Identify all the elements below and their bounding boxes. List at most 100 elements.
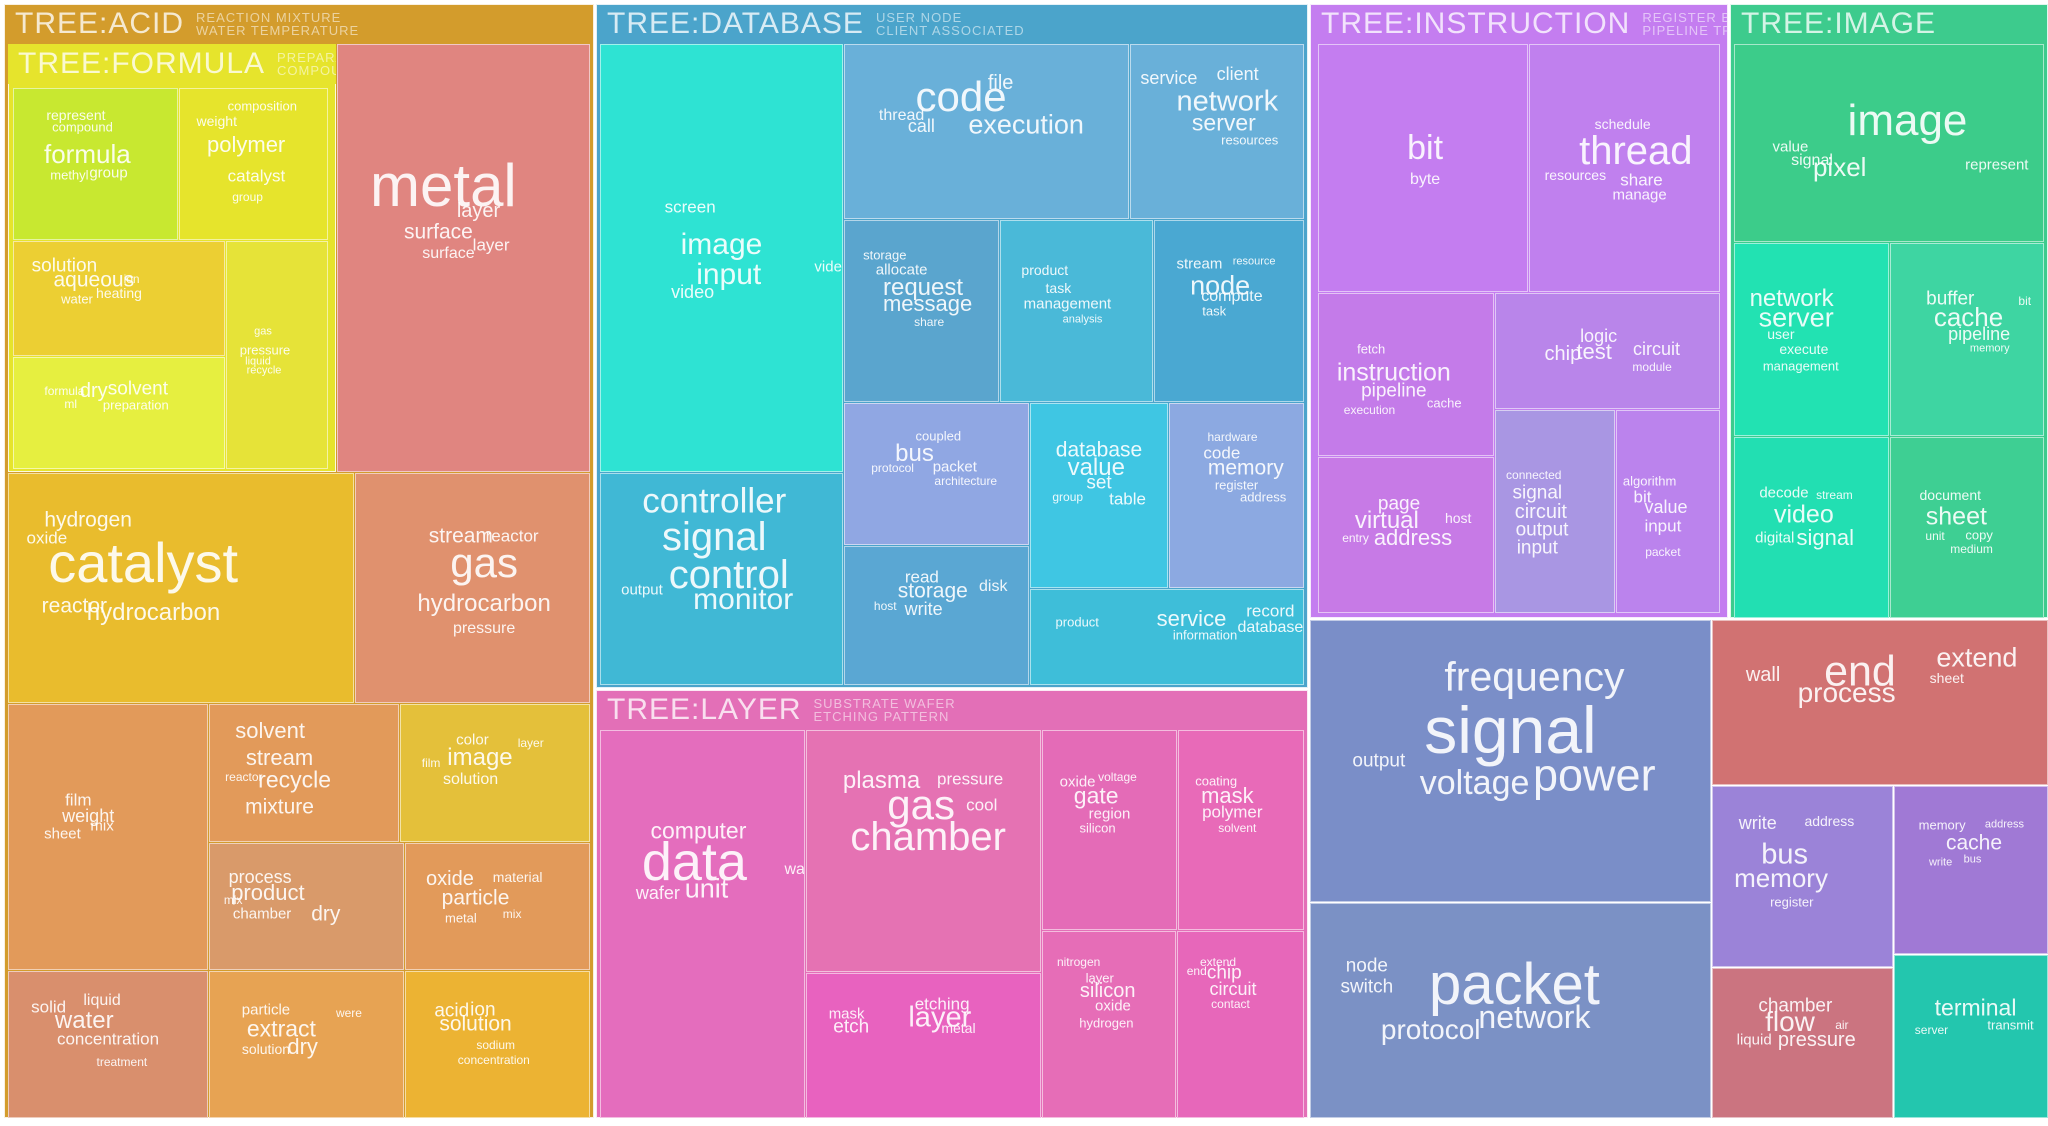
word-sheet: sheet (1925, 502, 1987, 531)
treemap-cell-signal-ins[interactable]: connected signal circuit output input (1495, 410, 1615, 613)
treemap-cell-service[interactable]: record product service database information (1030, 589, 1304, 685)
word-end: end (1186, 963, 1207, 978)
treemap-cell-solvent[interactable]: formula dry solvent ml preparation (13, 357, 225, 469)
word-output: output (1515, 519, 1569, 541)
word-signal: signal (1791, 151, 1833, 169)
word-aqueous: aqueous (53, 268, 135, 292)
word-memory: memory (1969, 342, 2010, 355)
word-product: product (1021, 261, 1069, 278)
word-storage: storage (863, 247, 907, 263)
word-chamber: chamber (1758, 995, 1833, 1017)
treemap-cell-extract[interactable]: particle were extract solution dry (209, 971, 404, 1118)
word-nitrogen: nitrogen (1056, 954, 1101, 969)
word-acid: acid (434, 1000, 470, 1022)
word-signal: signal (1512, 482, 1563, 504)
treemap-cell-layer[interactable]: etching mask etch layer metal (806, 973, 1041, 1118)
treemap-cell-image[interactable]: image value signal pixel represent (1734, 44, 2044, 242)
word-analysis: analysis (1062, 313, 1103, 326)
treemap-cell-product[interactable]: process product mix chamber dry (209, 843, 404, 970)
word-preparation: preparation (102, 397, 169, 413)
word-solution: solution (241, 1040, 291, 1057)
treemap-cell-cache2[interactable]: memory address cache write bus (1894, 786, 2048, 954)
treemap-cell-film[interactable]: film weight sheet mix (8, 704, 208, 970)
treemap-cell-network[interactable]: service client network server resources (1130, 44, 1304, 219)
treemap-cell-image-acid[interactable]: color layer film image solution (400, 704, 590, 842)
word-hardware: hardware (1207, 429, 1258, 444)
group-keyword: SUBSTRATE WAFER (813, 696, 956, 711)
treemap-cell-request[interactable]: storage allocate request message share (844, 220, 999, 402)
treemap-cell-aqueous[interactable]: solution aqueous ion water heating (13, 241, 225, 356)
treemap-cell-gas-small[interactable]: gas pressure liquid recycle (226, 241, 328, 469)
word-allocate: allocate (875, 261, 928, 279)
treemap-cell-thread[interactable]: schedule thread resources share manage (1529, 44, 1720, 292)
word-client: client (1216, 64, 1259, 85)
word-computer: computer (650, 817, 747, 844)
word-solvent: solvent (235, 717, 306, 743)
treemap-cell-bus-mem[interactable]: write address bus memory register (1712, 786, 1893, 967)
treemap-cell-instruction[interactable]: fetch instruction pipeline execution cache (1318, 293, 1494, 456)
word-oxide: oxide (26, 528, 68, 548)
treemap-cell-flow[interactable]: chamber flow air liquid pressure (1712, 968, 1893, 1118)
treemap-cell-node[interactable]: stream resource node compute task (1154, 220, 1304, 402)
treemap-cell-sheet[interactable]: document sheet unit copy medium (1890, 437, 2044, 618)
treemap-cell-recycle[interactable]: solvent stream reactor recycle mixture (209, 704, 399, 842)
word-polymer: polymer (207, 131, 286, 157)
treemap-cell-gate[interactable]: oxide voltage gate region silicon (1042, 730, 1177, 930)
formula-group-header: TREE:FORMULA PREPARATIONCOMPOUND (8, 44, 336, 84)
word-oxide: oxide (1095, 997, 1131, 1015)
treemap-cell-terminal[interactable]: terminal server transmit (1894, 955, 2048, 1118)
group-title: TREE:INSTRUCTION (1321, 7, 1631, 40)
treemap-cell-formula[interactable]: represent compound formula methyl group (13, 88, 178, 240)
treemap-cell-controller[interactable]: controller signal control output monitor (600, 473, 843, 685)
treemap-cell-cache[interactable]: buffer bit cache pipeline memory (1890, 243, 2044, 436)
treemap-cell-code[interactable]: file code thread call execution (844, 44, 1129, 219)
treemap-cell-polymer[interactable]: composition weight polymer catalyst group (179, 88, 328, 240)
treemap-cell-data[interactable]: computerdatawaferwaferunit (600, 730, 805, 1118)
treemap-cell-value-db[interactable]: database value set group table (1030, 403, 1168, 588)
group-keywords: USER NODE CLIENT ASSOCIATED (876, 11, 1025, 37)
treemap-cell-mask[interactable]: coating mask polymer solvent (1178, 730, 1304, 930)
treemap-cell-metal[interactable]: metal layer surface surface layer (337, 44, 590, 472)
treemap-cell-address[interactable]: page virtual host entry address (1318, 457, 1494, 613)
word-concentration: concentration (457, 1053, 530, 1068)
treemap-cell-memory[interactable]: hardware code memory register address (1169, 403, 1304, 588)
group-keyword: REACTION MIXTURE (196, 10, 342, 25)
word-solution: solution (439, 1012, 512, 1036)
word-byte: byte (1409, 171, 1441, 189)
treemap-cell-chip-layer[interactable]: extend end chip circuit contact (1177, 931, 1304, 1118)
treemap-cell-ion[interactable]: acid ion solution sodium concentration (405, 971, 590, 1118)
word-table: table (1109, 489, 1146, 509)
word-catalyst: catalyst (48, 530, 239, 594)
treemap-cell-gas[interactable]: stream reactor gas hydrocarbon pressure (355, 473, 590, 703)
word-message: message (882, 290, 973, 316)
treemap-cell-test[interactable]: logic chip test circuit module (1495, 293, 1720, 409)
treemap-cell-packet[interactable]: node switch packet network protocol (1310, 903, 1711, 1118)
treemap-cell-server[interactable]: network server user execute management (1734, 243, 1889, 436)
treemap-cell-catalyst[interactable]: hydrogen oxide catalyst reactor hydrocarbon (8, 473, 354, 703)
word-host: host (873, 598, 897, 613)
group-header: TREE:IMAGE (1731, 5, 2047, 43)
word-bus: bus (1963, 853, 1982, 866)
treemap-cell-end[interactable]: wall end extend sheet process (1712, 620, 2048, 785)
word-layer: layer (472, 235, 510, 255)
treemap-cell-bit[interactable]: bit byte (1318, 44, 1528, 292)
treemap-cell-value-ins[interactable]: algorithm bit value input packet (1616, 410, 1720, 613)
treemap-cell-video[interactable]: decode stream video digital signal (1734, 437, 1889, 618)
word-layer: layer (517, 736, 544, 751)
treemap-cell-bus[interactable]: coupled bus protocol packet architecture (844, 403, 1029, 545)
treemap-cell-management[interactable]: product task management analysis (1000, 220, 1153, 402)
word-execute: execute (1779, 341, 1829, 358)
word-instruction: instruction (1336, 358, 1451, 387)
treemap-cell-water[interactable]: solid liquid water concentration treatment (8, 971, 208, 1118)
word-metal: metal (444, 910, 477, 926)
word-video: video (814, 258, 842, 276)
word-concentration: concentration (56, 1029, 160, 1049)
treemap-cell-particle[interactable]: oxide material particle metal mix (405, 843, 590, 970)
treemap-cell-chamber[interactable]: plasma pressure gas cool chamber (806, 730, 1041, 972)
treemap-cell-storage[interactable]: read storage disk host write (844, 546, 1029, 685)
treemap-cell-silicon[interactable]: nitrogen layer silicon oxide hydrogen (1042, 931, 1176, 1118)
group-title: TREE:IMAGE (1741, 7, 1937, 40)
treemap-cell-signal[interactable]: frequency signal output voltage power (1310, 620, 1711, 902)
word-silicon: silicon (1079, 980, 1136, 1003)
treemap-cell-image-db[interactable]: screenimageinputvideovideo (600, 44, 843, 472)
